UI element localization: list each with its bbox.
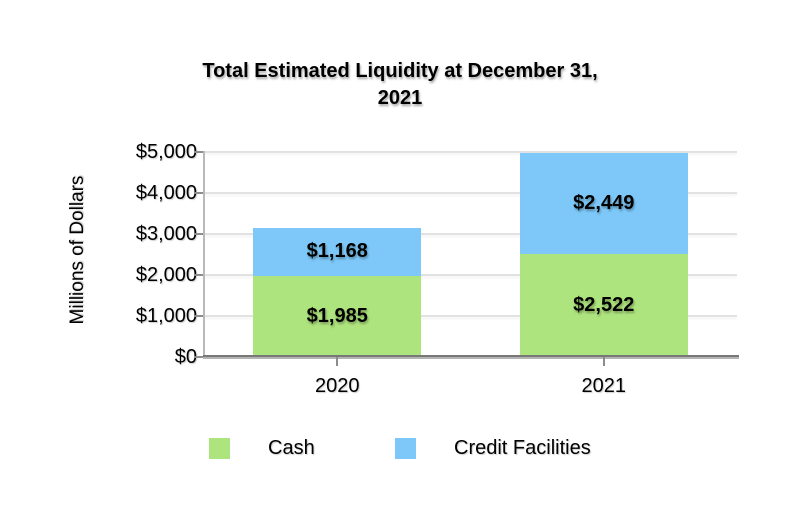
y-tick-mark-2000	[194, 274, 203, 276]
y-tick-label-3000: $3,000	[135, 223, 197, 245]
chart-title: Total Estimated Liquidity at December 31…	[150, 58, 650, 112]
x-axis-line	[203, 355, 739, 357]
x-tick-label-2021: 2021	[581, 375, 627, 397]
y-tick-label-5000: $5,000	[135, 141, 197, 163]
bar-value-label-2020-cash: $1,985	[306, 304, 368, 327]
y-tick-mark-1000	[194, 315, 203, 317]
legend-swatch-credit-facilities	[395, 438, 416, 459]
gridline-1000	[204, 315, 737, 317]
y-tick-label-2000: $2,000	[135, 264, 197, 286]
legend: Cash Credit Facilities	[0, 437, 800, 461]
gridline-5000	[204, 151, 737, 153]
chart-title-line2: 2021	[377, 87, 423, 109]
x-tick-mark-2020	[336, 357, 339, 366]
gridline-4000	[204, 192, 737, 194]
legend-label-credit-facilities: Credit Facilities	[454, 437, 591, 459]
y-tick-mark-3000	[194, 233, 203, 235]
gridline-3000	[204, 233, 737, 235]
x-tick-mark-2021	[602, 357, 605, 366]
plot-area: $1,985 $1,168 $2,522 $2,449	[204, 151, 737, 357]
bar-2020-credit-facilities: $1,168	[253, 227, 422, 276]
y-axis-line	[203, 151, 205, 357]
y-tick-label-1000: $1,000	[135, 305, 197, 327]
bar-value-label-2021-credit-facilities: $2,449	[573, 191, 635, 214]
chart-title-line1: Total Estimated Liquidity at December 31…	[202, 60, 598, 82]
bar-2020-cash: $1,985	[253, 275, 422, 357]
legend-label-cash: Cash	[268, 437, 315, 459]
x-tick-label-2020: 2020	[315, 375, 360, 397]
y-tick-label-0: $0	[174, 346, 197, 368]
y-tick-mark-5000	[194, 151, 203, 153]
y-tick-label-4000: $4,000	[135, 182, 197, 204]
bar-value-label-2020-credit-facilities: $1,168	[306, 240, 368, 263]
legend-item-cash: Cash	[209, 437, 315, 460]
legend-item-credit-facilities: Credit Facilities	[395, 437, 591, 460]
y-tick-mark-4000	[194, 192, 203, 194]
legend-swatch-cash	[209, 438, 230, 459]
bar-2021-cash: $2,522	[519, 253, 688, 357]
bar-2021-credit-facilities: $2,449	[519, 153, 688, 254]
gridline-2000	[204, 274, 737, 276]
y-tick-mark-0	[194, 356, 203, 358]
bar-value-label-2021-cash: $2,522	[573, 293, 635, 316]
